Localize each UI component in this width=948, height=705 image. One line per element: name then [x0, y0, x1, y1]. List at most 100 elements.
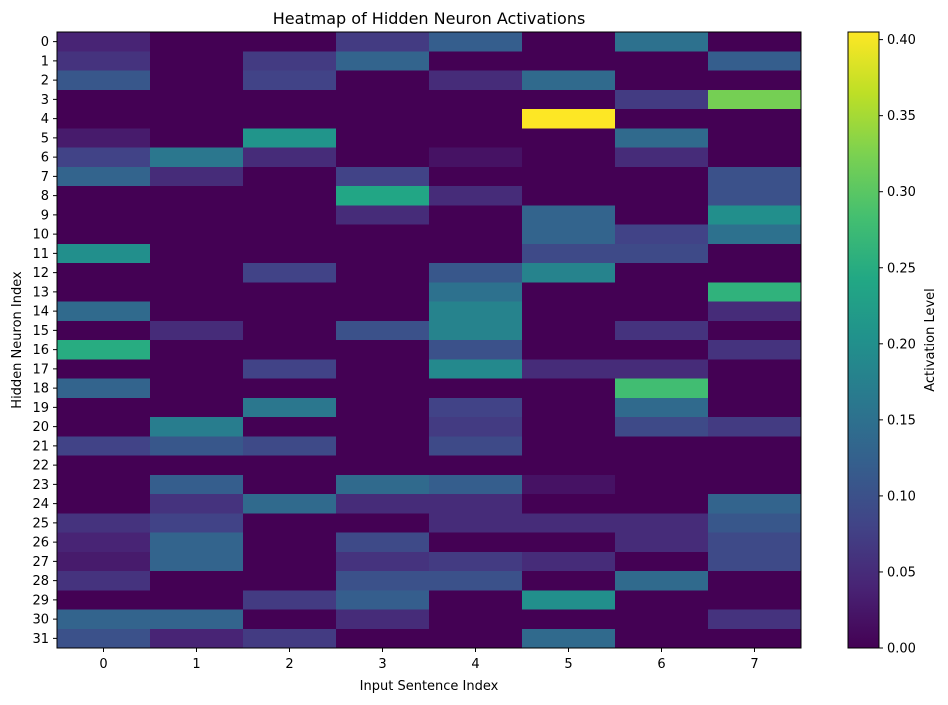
- heatmap-cell: [522, 532, 616, 553]
- y-tick-label: 6: [41, 151, 49, 166]
- heatmap-cell: [336, 397, 430, 418]
- heatmap-cell: [57, 417, 151, 437]
- chart-title: Heatmap of Hidden Neuron Activations: [273, 9, 586, 28]
- heatmap-cell: [429, 205, 523, 225]
- heatmap-cell: [336, 609, 430, 630]
- heatmap-cell: [522, 513, 616, 533]
- heatmap-cell: [57, 89, 151, 110]
- heatmap-cell: [708, 205, 802, 225]
- heatmap-cell: [243, 32, 337, 52]
- heatmap-cell: [708, 609, 802, 630]
- y-tick-label: 18: [32, 382, 49, 397]
- heatmap-cell: [429, 282, 523, 302]
- heatmap-cell: [336, 70, 430, 91]
- heatmap-cell: [615, 590, 709, 610]
- heatmap-cell: [57, 397, 151, 418]
- heatmap-cell: [615, 282, 709, 302]
- heatmap-cell: [615, 32, 709, 52]
- heatmap-cell: [150, 205, 244, 225]
- heatmap-cell: [243, 128, 337, 148]
- heatmap-cell: [708, 70, 802, 91]
- y-tick-label: 0: [41, 35, 49, 50]
- heatmap-cell: [336, 205, 430, 225]
- heatmap-cell: [429, 243, 523, 264]
- heatmap-cell: [57, 205, 151, 225]
- heatmap-cell: [429, 378, 523, 399]
- plot-frame: [56, 31, 802, 649]
- colorbar-tick-label: 0.15: [887, 413, 916, 428]
- x-axis-label: Input Sentence Index: [360, 679, 499, 694]
- heatmap-cell: [150, 513, 244, 533]
- heatmap-cell: [243, 455, 337, 476]
- heatmap-cell: [57, 320, 151, 341]
- heatmap-cell: [429, 609, 523, 630]
- x-tick-label: 6: [657, 657, 665, 672]
- heatmap-cell: [708, 89, 802, 110]
- y-tick-label: 20: [32, 420, 49, 435]
- x-tick-label: 5: [564, 657, 572, 672]
- heatmap-cell: [615, 436, 709, 456]
- heatmap-cell: [150, 590, 244, 610]
- colorbar-tick-label: 0.20: [887, 337, 916, 352]
- heatmap-cell: [336, 436, 430, 456]
- heatmap-cell: [243, 186, 337, 206]
- heatmap-cell: [243, 378, 337, 399]
- heatmap-cell: [615, 128, 709, 148]
- heatmap-cell: [615, 186, 709, 206]
- heatmap-cell: [57, 224, 151, 245]
- heatmap-cell: [615, 70, 709, 91]
- heatmap-cell: [57, 378, 151, 399]
- heatmap-cell: [522, 494, 616, 514]
- heatmap-cell: [429, 436, 523, 456]
- heatmap-cell: [522, 590, 616, 610]
- heatmap-cell: [429, 51, 523, 71]
- heatmap-cell: [150, 551, 244, 572]
- heatmap-cell: [57, 628, 151, 649]
- heatmap-cell: [615, 340, 709, 360]
- heatmap-cell: [150, 51, 244, 71]
- y-tick-label: 30: [32, 613, 49, 628]
- heatmap-cell: [615, 243, 709, 264]
- colorbar-tick-label: 0.40: [887, 33, 916, 48]
- heatmap-cell: [522, 186, 616, 206]
- heatmap-cell: [150, 243, 244, 264]
- heatmap-cell: [243, 166, 337, 187]
- y-tick-label: 11: [32, 247, 49, 262]
- heatmap-cell: [336, 186, 430, 206]
- heatmap-cell: [336, 243, 430, 264]
- heatmap-cell: [150, 571, 244, 591]
- heatmap-cell: [429, 166, 523, 187]
- heatmap-cell: [615, 301, 709, 322]
- heatmap-cell: [243, 224, 337, 245]
- heatmap-cell: [336, 147, 430, 168]
- heatmap-cell: [243, 474, 337, 495]
- y-tick-label: 4: [41, 112, 49, 127]
- y-tick-label: 14: [32, 305, 49, 320]
- y-axis-label: Hidden Neuron Index: [10, 271, 25, 409]
- heatmap-cell: [57, 282, 151, 302]
- heatmap-cell: [708, 301, 802, 322]
- heatmap-cell: [336, 282, 430, 302]
- heatmap-cell: [243, 282, 337, 302]
- heatmap-cell: [522, 243, 616, 264]
- heatmap-cell: [57, 243, 151, 264]
- heatmap-cell: [615, 455, 709, 476]
- heatmap-cell: [57, 128, 151, 148]
- heatmap-cell: [522, 359, 616, 379]
- y-tick-label: 5: [41, 131, 49, 146]
- heatmap-cell: [522, 474, 616, 495]
- x-tick-label: 0: [99, 657, 107, 672]
- heatmap-cell: [615, 166, 709, 187]
- heatmap-cell: [243, 243, 337, 264]
- heatmap-cell: [708, 417, 802, 437]
- x-tick-label: 3: [378, 657, 386, 672]
- colorbar-label: Activation Level: [923, 288, 938, 392]
- heatmap-cell: [57, 301, 151, 322]
- heatmap-cell: [708, 436, 802, 456]
- heatmap-cell: [429, 571, 523, 591]
- heatmap-cell: [243, 551, 337, 572]
- y-tick-label: 7: [41, 170, 49, 185]
- y-tick-label: 19: [32, 401, 49, 416]
- heatmap-cell: [522, 70, 616, 91]
